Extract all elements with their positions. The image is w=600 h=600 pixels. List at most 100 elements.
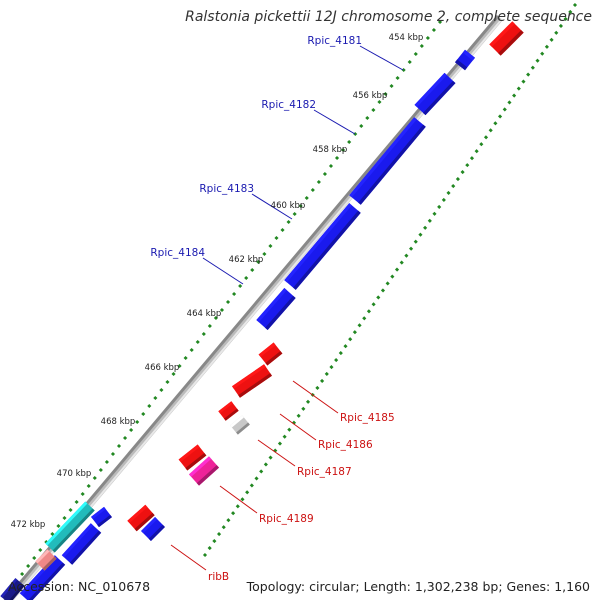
inner-tick-mark (74, 499, 79, 505)
inner-tick-mark (26, 563, 31, 569)
gene-label-ribb-leader (170, 544, 207, 571)
inner-tick-mark (437, 19, 443, 25)
outer-tick-mark (324, 371, 329, 377)
gene-feature-rpic-4186 (232, 364, 272, 398)
gene-label-rpic-4185-leader (292, 380, 339, 414)
outer-tick-mark (427, 218, 432, 223)
inner-tick-mark (280, 227, 285, 233)
inner-tick-mark (123, 435, 128, 441)
inner-tick-mark (159, 387, 164, 393)
gene-label-ribb: ribB (208, 571, 229, 583)
outer-tick-mark (207, 545, 212, 551)
outer-tick-mark (441, 197, 446, 202)
outer-tick-mark (366, 309, 371, 314)
gene-label-rpic-4186: Rpic_4186 (318, 439, 373, 451)
outer-tick-mark (530, 65, 535, 70)
inner-tick-mark (383, 91, 388, 97)
outer-tick-mark (460, 170, 465, 175)
outer-tick-mark (521, 79, 526, 84)
inner-tick-mark (395, 75, 400, 81)
inner-tick-mark (238, 283, 243, 289)
inner-tick-mark (110, 451, 116, 457)
gene-feature-rpic-4184b (256, 288, 296, 330)
outer-tick-mark (479, 142, 484, 147)
outer-tick-mark (301, 406, 306, 411)
gene-feature-ribb (127, 504, 155, 532)
inner-tick-mark (68, 507, 73, 513)
outer-tick-mark (249, 483, 254, 488)
inner-tick-mark (135, 419, 140, 425)
inner-tick-mark (244, 275, 249, 281)
inner-tick-mark (225, 299, 231, 305)
kbp-label: 468 kbp (101, 417, 136, 427)
outer-tick-mark (507, 100, 512, 105)
gene-feature-right-top (489, 21, 524, 56)
inner-tick-mark (32, 555, 37, 561)
inner-tick-mark (250, 267, 255, 273)
outer-tick-mark (357, 323, 362, 328)
inner-tick-mark (62, 515, 67, 521)
inner-tick-mark (38, 547, 43, 553)
gene-feature-rpic-4184 (284, 203, 361, 290)
inner-tick-mark (298, 203, 303, 209)
inner-tick-mark (201, 331, 206, 337)
outer-tick-mark (352, 330, 357, 335)
inner-tick-mark (353, 131, 358, 137)
gene-feature-small-forward (141, 517, 165, 541)
outer-tick-mark (385, 281, 390, 286)
inner-tick-mark (116, 443, 122, 449)
inner-tick-mark (431, 27, 437, 33)
outer-tick-mark (282, 434, 287, 439)
outer-tick-mark (320, 378, 325, 384)
gene-feature-forward-lower (61, 523, 102, 565)
inner-tick-mark (419, 43, 424, 49)
outer-tick-mark (432, 211, 437, 216)
outer-tick-mark (568, 9, 573, 15)
inner-tick-mark (20, 571, 25, 577)
outer-tick-mark (572, 2, 578, 8)
outer-tick-mark (535, 58, 540, 63)
inner-tick-mark (371, 107, 376, 113)
inner-tick-mark (141, 411, 146, 417)
inner-tick-mark (389, 83, 394, 89)
outer-tick-mark (268, 455, 273, 460)
outer-tick-mark (502, 107, 507, 112)
outer-tick-mark (493, 121, 498, 126)
outer-tick-mark (221, 525, 226, 530)
outer-tick-mark (338, 351, 343, 356)
inner-tick-mark (407, 59, 412, 65)
gene-label-rpic-4186-leader (279, 413, 317, 441)
outer-tick-mark (404, 253, 409, 258)
outer-tick-mark (371, 302, 376, 307)
gene-feature-rpic-4181 (455, 49, 475, 71)
outer-tick-mark (437, 204, 442, 209)
outer-tick-mark (329, 364, 334, 370)
gene-label-rpic-4182-leader (313, 109, 356, 135)
outer-tick-mark (277, 441, 282, 446)
gene-feature-rpic-4183 (349, 117, 426, 205)
outer-tick-mark (216, 532, 222, 537)
gene-label-rpic-4181-leader (359, 45, 404, 71)
inner-tick-mark (177, 363, 182, 369)
outer-tick-mark (231, 511, 236, 516)
kbp-label: 460 kbp (271, 201, 306, 211)
inner-tick-mark (56, 523, 61, 529)
kbp-label: 456 kbp (353, 91, 388, 101)
outer-tick-mark (469, 156, 475, 161)
outer-tick-mark (235, 504, 240, 509)
gene-feature-small-reverse (218, 401, 239, 421)
outer-tick-mark (380, 288, 386, 293)
inner-tick-mark (365, 115, 370, 121)
outer-tick-mark (488, 128, 493, 133)
inner-tick-mark (328, 163, 334, 169)
outer-tick-mark (334, 358, 339, 363)
inner-tick-mark (92, 475, 97, 481)
outer-tick-mark (512, 93, 517, 98)
outer-tick-mark (465, 163, 470, 168)
inner-tick-mark (104, 459, 109, 465)
outer-tick-mark (558, 23, 564, 28)
gene-feature-rpic-4182 (414, 72, 456, 116)
inner-tick-mark (286, 219, 291, 225)
outer-tick-mark (362, 316, 367, 321)
outer-tick-mark (348, 337, 353, 342)
